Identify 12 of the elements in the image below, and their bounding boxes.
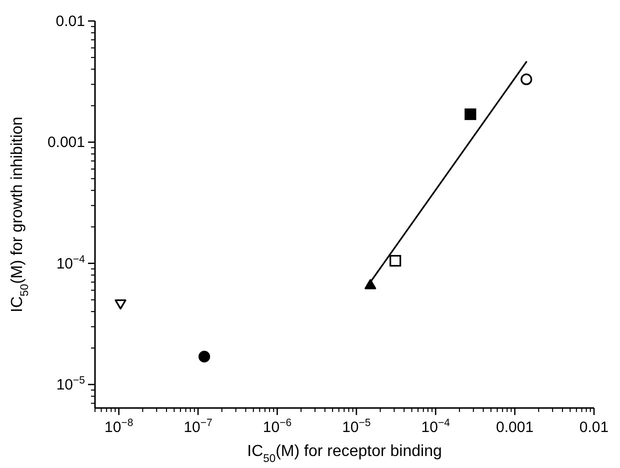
- x-tick-label: 10$^{−8}$: [104, 417, 134, 436]
- x-tick-label: 10$^{−6}$: [262, 417, 292, 436]
- y-tick-label: 10$^{−5}$: [56, 374, 86, 394]
- x-tick-label: 0.01: [579, 419, 609, 436]
- y-tick-label: 10$^{−4}$: [56, 253, 86, 272]
- x-tick-label: 10$^{−4}$: [421, 417, 450, 436]
- x-tick-label: 0.001: [496, 419, 534, 436]
- y-tick-label: 0.001: [47, 134, 85, 152]
- x-tick-label: 10$^{−7}$: [184, 417, 213, 436]
- x-axis-title: IC$_{50}$(M) for receptor binding: [247, 443, 442, 465]
- y-tick-label: 0.01: [56, 13, 85, 30]
- x-tick-label: 10$^{−5}$: [342, 417, 371, 436]
